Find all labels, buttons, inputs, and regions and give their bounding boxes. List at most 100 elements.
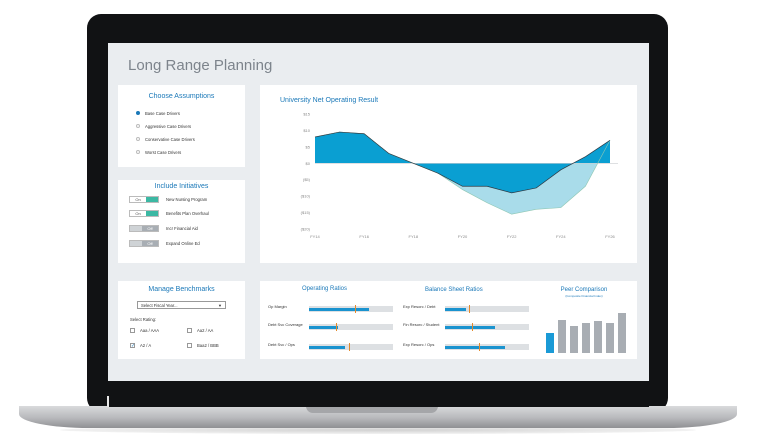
radio-button[interactable] bbox=[136, 124, 140, 128]
peer-comparison-title: Peer Comparison bbox=[560, 287, 608, 293]
y-tick-label: ($5) bbox=[303, 177, 311, 182]
chart-title: University Net Operating Result bbox=[280, 97, 378, 104]
ratio-row: Fin Resorc / Student bbox=[403, 322, 529, 332]
ratio-row: Exp Resorc / Ops bbox=[403, 342, 529, 352]
ratios-card: Operating Ratios Balance Sheet Ratios Pe… bbox=[260, 281, 637, 359]
peer-bar bbox=[594, 320, 602, 353]
radio-button-selected[interactable] bbox=[136, 111, 140, 115]
fiscal-year-select[interactable]: Select Fiscal Year... ▼ bbox=[137, 301, 226, 309]
toggle-switch[interactable]: On bbox=[129, 210, 159, 217]
x-tick-label: FY18 bbox=[409, 234, 419, 239]
cursor-marker bbox=[107, 396, 109, 407]
ratio-track bbox=[309, 323, 393, 331]
ratio-fill bbox=[309, 307, 370, 311]
ratio-label: Op Margin bbox=[268, 304, 287, 309]
peer-comparison-chart bbox=[546, 309, 626, 353]
laptop-notch bbox=[306, 406, 438, 413]
ratio-fill bbox=[445, 345, 506, 349]
radio-base-case[interactable]: Base Case Drivers bbox=[136, 109, 180, 117]
ratio-row: Debt Svc / Ops bbox=[268, 342, 393, 352]
toggle-switch[interactable]: On bbox=[129, 196, 159, 203]
radio-aggressive-case[interactable]: Aggressive Case Drivers bbox=[136, 122, 191, 130]
ratio-track bbox=[445, 305, 529, 313]
peer-bar bbox=[546, 333, 554, 353]
radio-button[interactable] bbox=[136, 150, 140, 154]
ratio-label: Debt Svc Coverage bbox=[268, 322, 303, 327]
peer-bar bbox=[606, 323, 614, 353]
benchmark-marker bbox=[335, 323, 337, 331]
benchmarks-title: Manage Benchmarks bbox=[148, 286, 215, 293]
benchmark-marker bbox=[468, 305, 470, 313]
y-tick-label: $10 bbox=[303, 128, 310, 133]
chevron-down-icon: ▼ bbox=[218, 303, 222, 308]
toggle-state: On bbox=[130, 211, 146, 216]
initiative-new-nursing-program: On New Nursing Program bbox=[129, 195, 207, 204]
net-operating-chart: University Net Operating Result $15 $10 $5 $… bbox=[280, 97, 618, 239]
initiative-label: Incr Financial Aid bbox=[166, 226, 198, 231]
series-line-dark bbox=[314, 131, 611, 194]
y-tick-label: ($15) bbox=[301, 210, 311, 215]
rating-aaa[interactable]: Aaa / AAA bbox=[130, 327, 159, 334]
initiative-label: Benefits Plan Overhaul bbox=[166, 211, 209, 216]
toggle-switch[interactable]: Off bbox=[129, 240, 159, 247]
y-tick-label: ($20) bbox=[301, 227, 311, 232]
x-tick-label: FY16 bbox=[359, 234, 369, 239]
toggle-state: Off bbox=[142, 226, 158, 231]
initiatives-card: Include Initiatives On New Nursing Progr… bbox=[118, 180, 245, 263]
toggle-knob bbox=[146, 197, 158, 202]
ratio-fill bbox=[445, 307, 466, 311]
ratio-label: Debt Svc / Ops bbox=[268, 342, 295, 347]
x-tick-label: FY22 bbox=[507, 234, 517, 239]
initiative-label: Expand Online Ed bbox=[166, 241, 200, 246]
assumptions-title: Choose Assumptions bbox=[148, 93, 215, 100]
radio-worst-case[interactable]: Worst Case Drivers bbox=[136, 148, 181, 156]
radio-conservative-case[interactable]: Conservative Case Drivers bbox=[136, 135, 195, 143]
assumptions-card: Choose Assumptions Base Case Drivers Agg… bbox=[118, 85, 245, 167]
y-tick-label: $0 bbox=[306, 161, 311, 166]
peer-bar bbox=[618, 312, 626, 353]
x-tick-label: FY14 bbox=[310, 234, 320, 239]
ratio-label: Fin Resorc / Student bbox=[403, 322, 440, 327]
ratio-fill bbox=[309, 345, 346, 349]
initiative-benefits-plan-overhaul: On Benefits Plan Overhaul bbox=[129, 209, 209, 218]
checkbox-label: Aaa / AAA bbox=[140, 328, 160, 333]
toggle-knob bbox=[146, 211, 158, 216]
checkbox-label: A2 / A bbox=[140, 343, 152, 348]
toggle-switch[interactable]: Off bbox=[129, 225, 159, 232]
radio-label: Worst Case Drivers bbox=[145, 149, 182, 155]
benchmark-marker bbox=[349, 343, 351, 351]
checkbox[interactable] bbox=[187, 328, 192, 333]
radio-button[interactable] bbox=[136, 137, 140, 141]
net-operating-chart-card: University Net Operating Result $15 $10 $5 $… bbox=[260, 85, 637, 263]
y-tick-label: ($10) bbox=[301, 194, 311, 199]
x-tick-label: FY26 bbox=[605, 234, 615, 239]
toggle-state: On bbox=[130, 197, 146, 202]
ratio-label: Exp Resorc / Debt bbox=[403, 304, 436, 309]
ratio-track bbox=[309, 343, 393, 351]
radio-label: Conservative Case Drivers bbox=[145, 136, 195, 142]
toggle-knob bbox=[130, 226, 142, 231]
rating-aa2[interactable]: Aa2 / AA bbox=[187, 327, 213, 334]
balance-ratios-title: Balance Sheet Ratios bbox=[425, 287, 483, 293]
toggle-state: Off bbox=[142, 241, 158, 246]
toggle-knob bbox=[130, 241, 142, 246]
page-title: Long Range Planning bbox=[128, 57, 273, 74]
rating-a2[interactable]: ✓ A2 / A bbox=[130, 342, 151, 349]
checkbox-label: Baa2 / BBB bbox=[197, 343, 219, 348]
peer-bar bbox=[582, 323, 590, 353]
radio-label: Aggressive Case Drivers bbox=[145, 123, 192, 129]
ratio-row: Op Margin bbox=[268, 304, 393, 314]
ratio-fill bbox=[309, 325, 339, 329]
checkbox-checked[interactable]: ✓ bbox=[130, 343, 136, 349]
peer-bar bbox=[558, 320, 566, 353]
rating-baa2[interactable]: Baa2 / BBB bbox=[187, 342, 219, 349]
checkbox[interactable] bbox=[130, 328, 135, 333]
ratio-row: Exp Resorc / Debt bbox=[403, 304, 529, 314]
benchmark-marker bbox=[471, 323, 473, 331]
checkbox[interactable] bbox=[187, 343, 192, 348]
operating-ratios-title: Operating Ratios bbox=[302, 286, 348, 292]
radio-label: Base Case Drivers bbox=[145, 110, 180, 116]
benchmark-marker bbox=[355, 305, 357, 313]
x-tick-label: FY24 bbox=[556, 234, 566, 239]
checkbox-label: Aa2 / AA bbox=[197, 328, 214, 333]
